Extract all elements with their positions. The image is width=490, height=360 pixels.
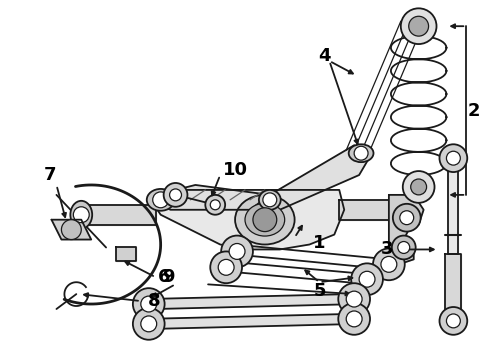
Circle shape bbox=[141, 296, 157, 312]
Text: 4: 4 bbox=[318, 47, 331, 65]
Ellipse shape bbox=[147, 189, 174, 211]
Circle shape bbox=[440, 307, 467, 335]
Circle shape bbox=[74, 207, 89, 223]
Ellipse shape bbox=[259, 190, 281, 210]
Circle shape bbox=[338, 303, 370, 335]
Circle shape bbox=[346, 291, 362, 307]
Polygon shape bbox=[389, 195, 424, 264]
Polygon shape bbox=[116, 247, 136, 261]
Circle shape bbox=[221, 235, 253, 267]
Text: 9: 9 bbox=[162, 268, 175, 286]
Polygon shape bbox=[51, 220, 91, 239]
Circle shape bbox=[359, 271, 375, 287]
Circle shape bbox=[403, 171, 435, 203]
Circle shape bbox=[440, 144, 467, 172]
Polygon shape bbox=[339, 200, 394, 220]
Circle shape bbox=[210, 251, 242, 283]
Circle shape bbox=[153, 192, 169, 208]
Text: 1: 1 bbox=[313, 234, 326, 252]
Circle shape bbox=[400, 211, 414, 225]
Circle shape bbox=[381, 256, 397, 272]
Polygon shape bbox=[81, 205, 156, 225]
Circle shape bbox=[351, 264, 383, 295]
Circle shape bbox=[133, 288, 165, 320]
Circle shape bbox=[263, 193, 277, 207]
Circle shape bbox=[398, 242, 410, 253]
Circle shape bbox=[409, 16, 429, 36]
Polygon shape bbox=[146, 314, 359, 329]
Circle shape bbox=[210, 200, 220, 210]
Text: 10: 10 bbox=[222, 161, 247, 179]
Circle shape bbox=[133, 308, 165, 340]
Ellipse shape bbox=[235, 195, 294, 244]
Text: 3: 3 bbox=[381, 240, 393, 258]
Text: 6: 6 bbox=[157, 268, 170, 286]
Polygon shape bbox=[445, 255, 461, 314]
Circle shape bbox=[61, 220, 81, 239]
Circle shape bbox=[338, 283, 370, 315]
Circle shape bbox=[393, 204, 420, 231]
Circle shape bbox=[253, 208, 277, 231]
Circle shape bbox=[411, 179, 427, 195]
Polygon shape bbox=[151, 190, 344, 249]
Circle shape bbox=[392, 235, 416, 260]
Circle shape bbox=[164, 183, 188, 207]
Circle shape bbox=[229, 243, 245, 260]
Circle shape bbox=[346, 311, 362, 327]
Circle shape bbox=[401, 8, 437, 44]
Circle shape bbox=[205, 195, 225, 215]
Text: 2: 2 bbox=[468, 102, 481, 120]
Circle shape bbox=[170, 189, 181, 201]
Circle shape bbox=[373, 248, 405, 280]
Ellipse shape bbox=[71, 201, 92, 229]
Polygon shape bbox=[448, 165, 458, 255]
Circle shape bbox=[141, 316, 157, 332]
Ellipse shape bbox=[349, 144, 373, 162]
Polygon shape bbox=[146, 294, 359, 309]
Circle shape bbox=[446, 151, 460, 165]
Polygon shape bbox=[151, 185, 270, 210]
Ellipse shape bbox=[245, 203, 285, 236]
Circle shape bbox=[446, 314, 460, 328]
Text: 8: 8 bbox=[147, 292, 160, 310]
Text: 7: 7 bbox=[43, 166, 56, 184]
Polygon shape bbox=[265, 145, 369, 210]
Circle shape bbox=[354, 146, 368, 160]
Circle shape bbox=[218, 260, 234, 275]
Text: 5: 5 bbox=[313, 282, 326, 300]
